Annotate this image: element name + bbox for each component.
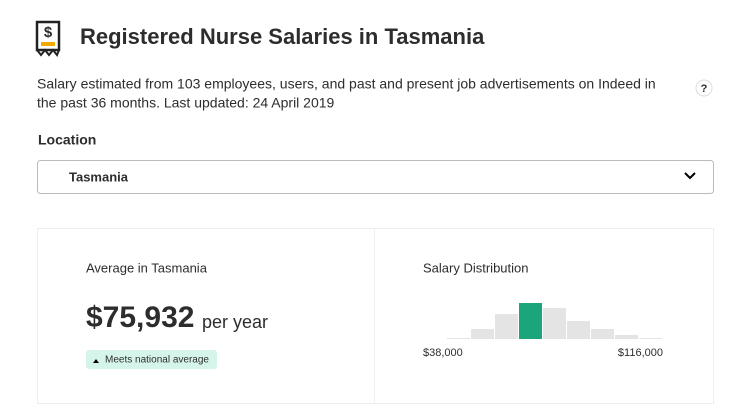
salary-icon: $ xyxy=(35,20,61,57)
distribution-max: $116,000 xyxy=(618,347,663,359)
histogram-bar xyxy=(639,338,662,339)
histogram-bar xyxy=(519,303,542,339)
histogram xyxy=(447,303,662,339)
badge: Meets national average xyxy=(86,350,217,369)
page-title: Registered Nurse Salaries in Tasmania xyxy=(80,24,485,49)
histogram-bar xyxy=(495,314,518,339)
help-button[interactable]: ? xyxy=(695,79,713,97)
histogram-bar xyxy=(447,338,470,339)
histogram-bar xyxy=(615,335,638,339)
badge-text: Meets national average xyxy=(105,355,209,366)
location-label: Location xyxy=(38,132,96,148)
histogram-bar xyxy=(567,321,590,339)
histogram-bar xyxy=(591,329,614,339)
description-line: the past 36 months. Last updated: 24 Apr… xyxy=(37,95,335,111)
distribution-heading: Salary Distribution xyxy=(423,260,529,275)
distribution-min: $38,000 xyxy=(423,347,463,359)
average-amount: $75,932 xyxy=(86,301,194,334)
average-period: per year xyxy=(202,312,268,332)
location-dropdown[interactable]: Tasmania xyxy=(37,160,714,194)
help-icon[interactable]: ? xyxy=(701,83,708,95)
histogram-bar xyxy=(543,308,566,339)
histogram-bar xyxy=(471,329,494,339)
description-line: Salary estimated from 103 employees, use… xyxy=(37,76,656,92)
average-heading: Average in Tasmania xyxy=(86,260,208,275)
svg-text:$: $ xyxy=(44,24,53,41)
salary-card xyxy=(37,228,714,404)
dropdown-value[interactable]: Tasmania xyxy=(69,169,129,184)
